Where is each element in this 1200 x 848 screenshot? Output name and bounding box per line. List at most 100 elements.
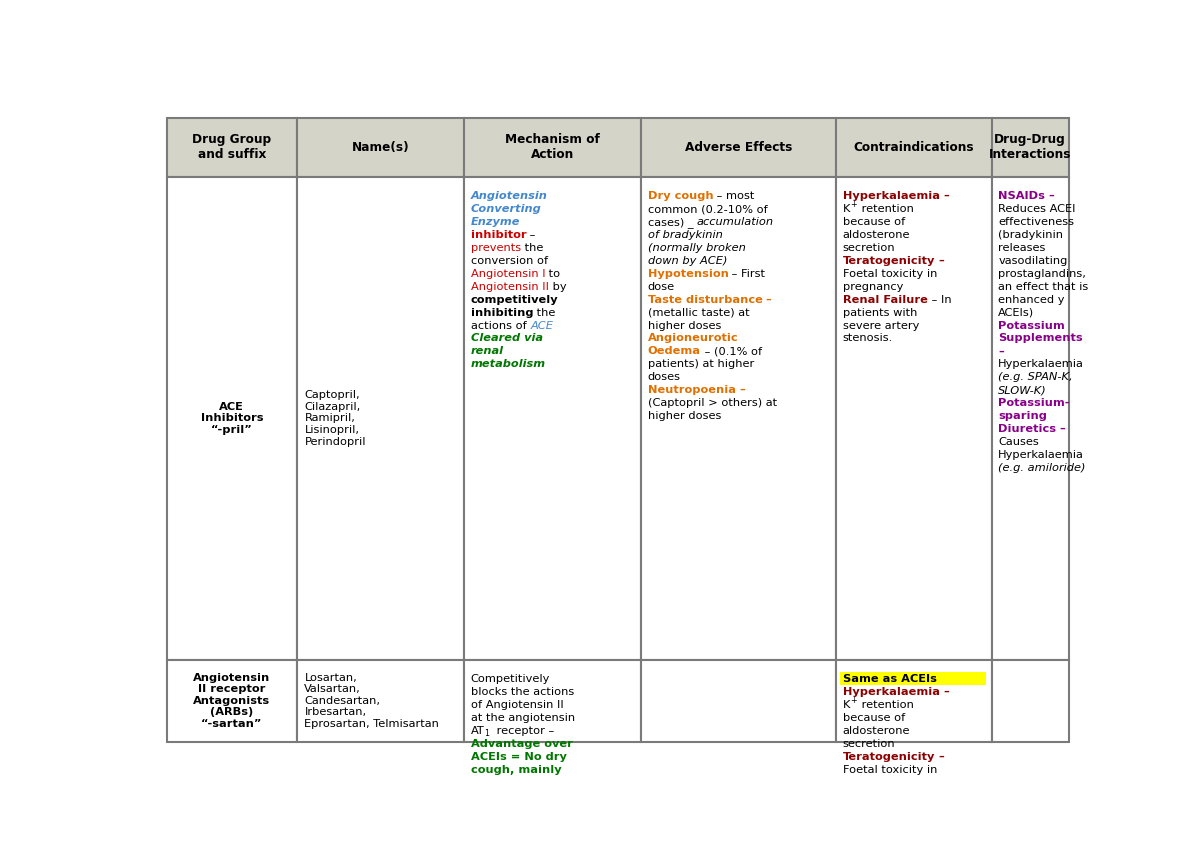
Text: prostaglandins,: prostaglandins,	[998, 269, 1086, 279]
Text: –: –	[527, 230, 540, 240]
Bar	[464, 177, 641, 660]
Text: –: –	[940, 191, 949, 201]
Text: Cleared via: Cleared via	[470, 333, 542, 343]
Text: –: –	[736, 385, 745, 395]
Text: +: +	[851, 200, 857, 209]
Text: renal: renal	[470, 346, 504, 356]
Text: blocks the actions: blocks the actions	[470, 688, 574, 697]
Bar	[167, 177, 296, 660]
Text: inhibiting: inhibiting	[470, 308, 533, 317]
Text: K: K	[842, 700, 851, 711]
Text: Neutropoenia: Neutropoenia	[648, 385, 736, 395]
Text: Causes: Causes	[998, 437, 1039, 447]
Text: –: –	[940, 688, 949, 697]
Text: of Angiotensin II: of Angiotensin II	[470, 700, 564, 711]
Text: (e.g. amiloride): (e.g. amiloride)	[998, 463, 1086, 472]
Text: Angiotensin I: Angiotensin I	[470, 269, 546, 279]
Text: Angiotensin
II receptor
Antagonists
(ARBs)
“-sartan”: Angiotensin II receptor Antagonists (ARB…	[193, 672, 270, 729]
Text: secretion: secretion	[842, 739, 895, 749]
Text: ACE
Inhibitors
“-pril”: ACE Inhibitors “-pril”	[200, 402, 263, 435]
Bar	[840, 672, 986, 685]
Text: higher doses: higher doses	[648, 411, 721, 421]
Text: NSAIDs: NSAIDs	[998, 191, 1045, 201]
Text: ACE: ACE	[530, 321, 553, 331]
Text: Mechanism of
Action: Mechanism of Action	[505, 133, 600, 161]
Text: common (0.2-10% of: common (0.2-10% of	[648, 204, 767, 215]
Bar	[836, 660, 991, 742]
Text: Dry cough: Dry cough	[648, 191, 713, 201]
Text: inhibitor: inhibitor	[470, 230, 527, 240]
Text: (Captopril > others) at: (Captopril > others) at	[648, 398, 776, 408]
Text: 1: 1	[485, 729, 490, 739]
Text: –: –	[935, 256, 944, 266]
Text: AT: AT	[470, 726, 485, 736]
Bar	[296, 118, 464, 177]
Text: Enzyme: Enzyme	[470, 217, 521, 227]
Text: SLOW-K): SLOW-K)	[998, 385, 1046, 395]
Text: dose: dose	[648, 282, 674, 292]
Text: actions of: actions of	[470, 321, 530, 331]
Text: –: –	[935, 752, 944, 762]
Text: Diuretics: Diuretics	[998, 424, 1056, 434]
Text: Hyperkalaemia: Hyperkalaemia	[842, 191, 940, 201]
Text: accumulation: accumulation	[697, 217, 774, 227]
Text: patients) at higher: patients) at higher	[648, 360, 754, 369]
Text: vasodilating: vasodilating	[998, 256, 1068, 266]
Text: Taste disturbance: Taste disturbance	[648, 294, 762, 304]
Text: because of: because of	[842, 217, 905, 227]
Text: conversion of: conversion of	[470, 256, 548, 266]
Text: Angioneurotic: Angioneurotic	[648, 333, 738, 343]
Text: K: K	[842, 204, 851, 215]
Text: metabolism: metabolism	[470, 360, 546, 369]
Text: Angiotensin: Angiotensin	[470, 191, 547, 201]
Text: Captopril,
Cilazapril,
Ramipril,
Lisinopril,
Perindopril: Captopril, Cilazapril, Ramipril, Lisinop…	[305, 390, 366, 447]
Text: down by ACE): down by ACE)	[648, 256, 727, 266]
Text: Foetal toxicity in: Foetal toxicity in	[842, 765, 937, 775]
Text: cough, mainly: cough, mainly	[470, 765, 562, 775]
Text: Potassium-: Potassium-	[998, 398, 1069, 408]
Text: Same as ACEIs: Same as ACEIs	[842, 674, 937, 684]
Text: aldosterone: aldosterone	[842, 230, 911, 240]
Text: aldosterone: aldosterone	[842, 726, 911, 736]
Text: the: the	[521, 243, 544, 253]
Bar	[836, 118, 991, 177]
Bar	[464, 660, 641, 742]
Text: Angiotensin II: Angiotensin II	[470, 282, 548, 292]
Bar	[167, 118, 296, 177]
Text: Hypotension: Hypotension	[648, 269, 728, 279]
Text: retention: retention	[858, 700, 913, 711]
Text: by: by	[548, 282, 566, 292]
Text: the: the	[533, 308, 556, 317]
Text: (bradykinin: (bradykinin	[998, 230, 1063, 240]
Bar	[641, 177, 836, 660]
Bar	[296, 660, 464, 742]
Text: Teratogenicity: Teratogenicity	[842, 256, 935, 266]
Text: secretion: secretion	[842, 243, 895, 253]
Text: higher doses: higher doses	[648, 321, 721, 331]
Text: patients with: patients with	[842, 308, 917, 317]
Text: Hyperkalaemia: Hyperkalaemia	[998, 449, 1084, 460]
Text: to: to	[546, 269, 560, 279]
Text: releases: releases	[998, 243, 1045, 253]
Text: sparing: sparing	[998, 411, 1048, 421]
Text: (normally broken: (normally broken	[648, 243, 745, 253]
Text: –: –	[1045, 191, 1055, 201]
Text: Potassium: Potassium	[998, 321, 1064, 331]
Bar	[641, 118, 836, 177]
Text: –: –	[762, 294, 772, 304]
Text: –: –	[998, 346, 1004, 356]
Text: Adverse Effects: Adverse Effects	[685, 141, 792, 154]
Bar	[464, 118, 641, 177]
Text: (metallic taste) at: (metallic taste) at	[648, 308, 749, 317]
Text: Contraindications: Contraindications	[853, 141, 974, 154]
Text: Renal Failure: Renal Failure	[842, 294, 928, 304]
Text: competitively: competitively	[470, 294, 558, 304]
Text: pregnancy: pregnancy	[842, 282, 904, 292]
Text: – most: – most	[713, 191, 755, 201]
Text: – In: – In	[928, 294, 952, 304]
Text: retention: retention	[858, 204, 913, 215]
Text: at the angiotensin: at the angiotensin	[470, 713, 575, 723]
Text: Losartan,
Valsartan,
Candesartan,
Irbesartan,
Eprosartan, Telmisartan: Losartan, Valsartan, Candesartan, Irbesa…	[305, 672, 439, 729]
Text: Hyperkalaemia: Hyperkalaemia	[998, 360, 1084, 369]
Text: enhanced y: enhanced y	[998, 294, 1064, 304]
